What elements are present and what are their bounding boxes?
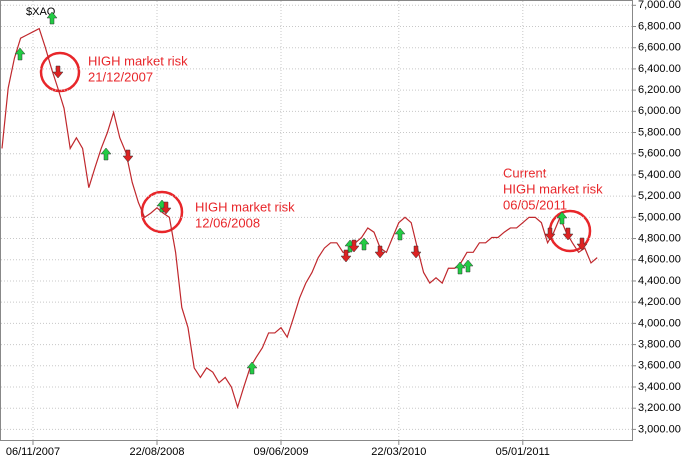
annotation: HIGH market risk [88, 53, 188, 68]
y-tick-label: 5,000.00 [638, 211, 681, 223]
y-tick-label: 5,400.00 [638, 169, 681, 181]
buy-signal [100, 147, 112, 161]
y-tick-label: 4,000.00 [638, 317, 681, 329]
chart-title: $XAO [26, 6, 56, 18]
buy-signal [394, 227, 406, 241]
y-tick-label: 3,200.00 [638, 402, 681, 414]
x-tick-label: 09/06/2009 [253, 446, 308, 458]
y-tick-label: 4,800.00 [638, 232, 681, 244]
y-tick-label: 6,600.00 [638, 42, 681, 54]
risk-circle [39, 51, 81, 93]
y-tick-label: 3,400.00 [638, 381, 681, 393]
y-tick-label: 4,200.00 [638, 296, 681, 308]
y-tick-label: 5,600.00 [638, 148, 681, 160]
sell-signal [374, 245, 386, 259]
sell-signal [348, 239, 360, 253]
buy-signal [358, 237, 370, 251]
annotation: Current [503, 165, 547, 180]
buy-signal [454, 261, 466, 275]
y-tick-label: 3,600.00 [638, 360, 681, 372]
annotation: HIGH market risk [195, 199, 295, 214]
buy-signal [246, 361, 258, 375]
sell-signal [52, 65, 64, 79]
buy-signal [462, 259, 474, 273]
annotation: HIGH market risk [503, 181, 603, 196]
buy-signal [556, 211, 568, 225]
y-tick-label: 6,000.00 [638, 105, 681, 117]
annotation: 12/06/2008 [195, 215, 260, 230]
x-tick-label: 22/03/2010 [371, 446, 426, 458]
sell-signal [410, 245, 422, 259]
buy-signal [14, 47, 26, 61]
annotation: 06/05/2011 [503, 197, 567, 212]
y-tick-label: 6,800.00 [638, 20, 681, 32]
plot-area [0, 0, 633, 441]
buy-signal [46, 11, 58, 25]
y-tick-label: 6,400.00 [638, 63, 681, 75]
x-tick-label: 06/11/2007 [6, 446, 60, 458]
y-tick-label: 3,800.00 [638, 338, 681, 350]
sell-signal [576, 237, 588, 251]
annotation: 21/12/2007 [88, 69, 153, 84]
sell-signal [562, 227, 574, 241]
y-tick-label: 5,200.00 [638, 190, 681, 202]
sell-signal [544, 227, 556, 241]
y-tick-label: 7,000.00 [638, 0, 681, 11]
y-tick-label: 4,400.00 [638, 275, 681, 287]
x-tick-label: 22/08/2008 [129, 446, 184, 458]
sell-signal [340, 249, 352, 263]
sell-signal [160, 201, 172, 215]
sell-signal [122, 149, 134, 163]
x-tick-label: 05/01/2011 [496, 446, 550, 458]
price-line [1, 27, 598, 410]
y-tick-label: 6,200.00 [638, 84, 681, 96]
y-tick-label: 3,000.00 [638, 423, 681, 435]
y-tick-label: 4,600.00 [638, 254, 681, 266]
y-tick-label: 5,800.00 [638, 126, 681, 138]
